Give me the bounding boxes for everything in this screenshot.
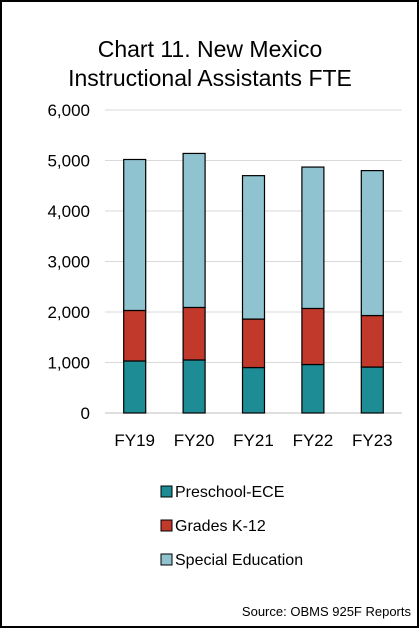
y-tick-label: 1,000: [47, 354, 90, 373]
legend: Preschool-ECE Grades K-12 Special Educatio…: [160, 484, 303, 569]
bar-segment: [123, 309, 147, 362]
bar-segment: [123, 158, 147, 312]
bar-segment: [241, 175, 266, 320]
y-tick-label: 3,000: [47, 253, 90, 272]
y-tick-label: 0: [81, 404, 90, 423]
x-tick-label: FY20: [174, 431, 215, 450]
x-tick-label: FY22: [293, 431, 334, 450]
y-tick-label: 6,000: [47, 101, 90, 120]
bar-segment: [123, 360, 147, 414]
y-axis-tick-labels: 0 1,000 2,000 3,000 4,000 5,000 6,000: [47, 101, 90, 423]
bar-segment: [360, 366, 384, 414]
bar-segment: [182, 359, 206, 414]
legend-label: Grades K-12: [175, 518, 266, 535]
bar-segment: [241, 318, 266, 369]
bar-segment: [301, 307, 325, 366]
bar-segment: [182, 152, 206, 309]
bars: [123, 152, 384, 414]
chart-title-line-1: Chart 11. New Mexico: [98, 36, 323, 62]
source-note: Source: OBMS 925F Reports: [242, 604, 412, 619]
bar-segment: [182, 306, 206, 361]
x-tick-label: FY19: [114, 431, 155, 450]
legend-label: Preschool-ECE: [175, 484, 284, 501]
bar-segment: [360, 314, 384, 368]
y-tick-label: 5,000: [47, 152, 90, 171]
x-axis-tick-labels: FY19 FY20 FY21 FY22 FY23: [114, 431, 392, 450]
bar-segment: [301, 363, 325, 414]
bar-segment: [301, 166, 325, 310]
x-tick-label: FY23: [352, 431, 393, 450]
chart-title-line-2: Instructional Assistants FTE: [68, 65, 352, 91]
y-tick-label: 2,000: [47, 303, 90, 322]
chart-title: Chart 11. New Mexico Instructional Assis…: [68, 36, 352, 91]
y-tick-label: 4,000: [47, 202, 90, 221]
x-tick-label: FY21: [233, 431, 274, 450]
legend-swatch: [160, 519, 173, 532]
legend-label: Special Education: [175, 552, 303, 569]
bar-segment: [360, 170, 384, 317]
legend-swatch: [160, 485, 173, 498]
legend-swatch: [160, 553, 173, 566]
bar-segment: [241, 366, 266, 414]
